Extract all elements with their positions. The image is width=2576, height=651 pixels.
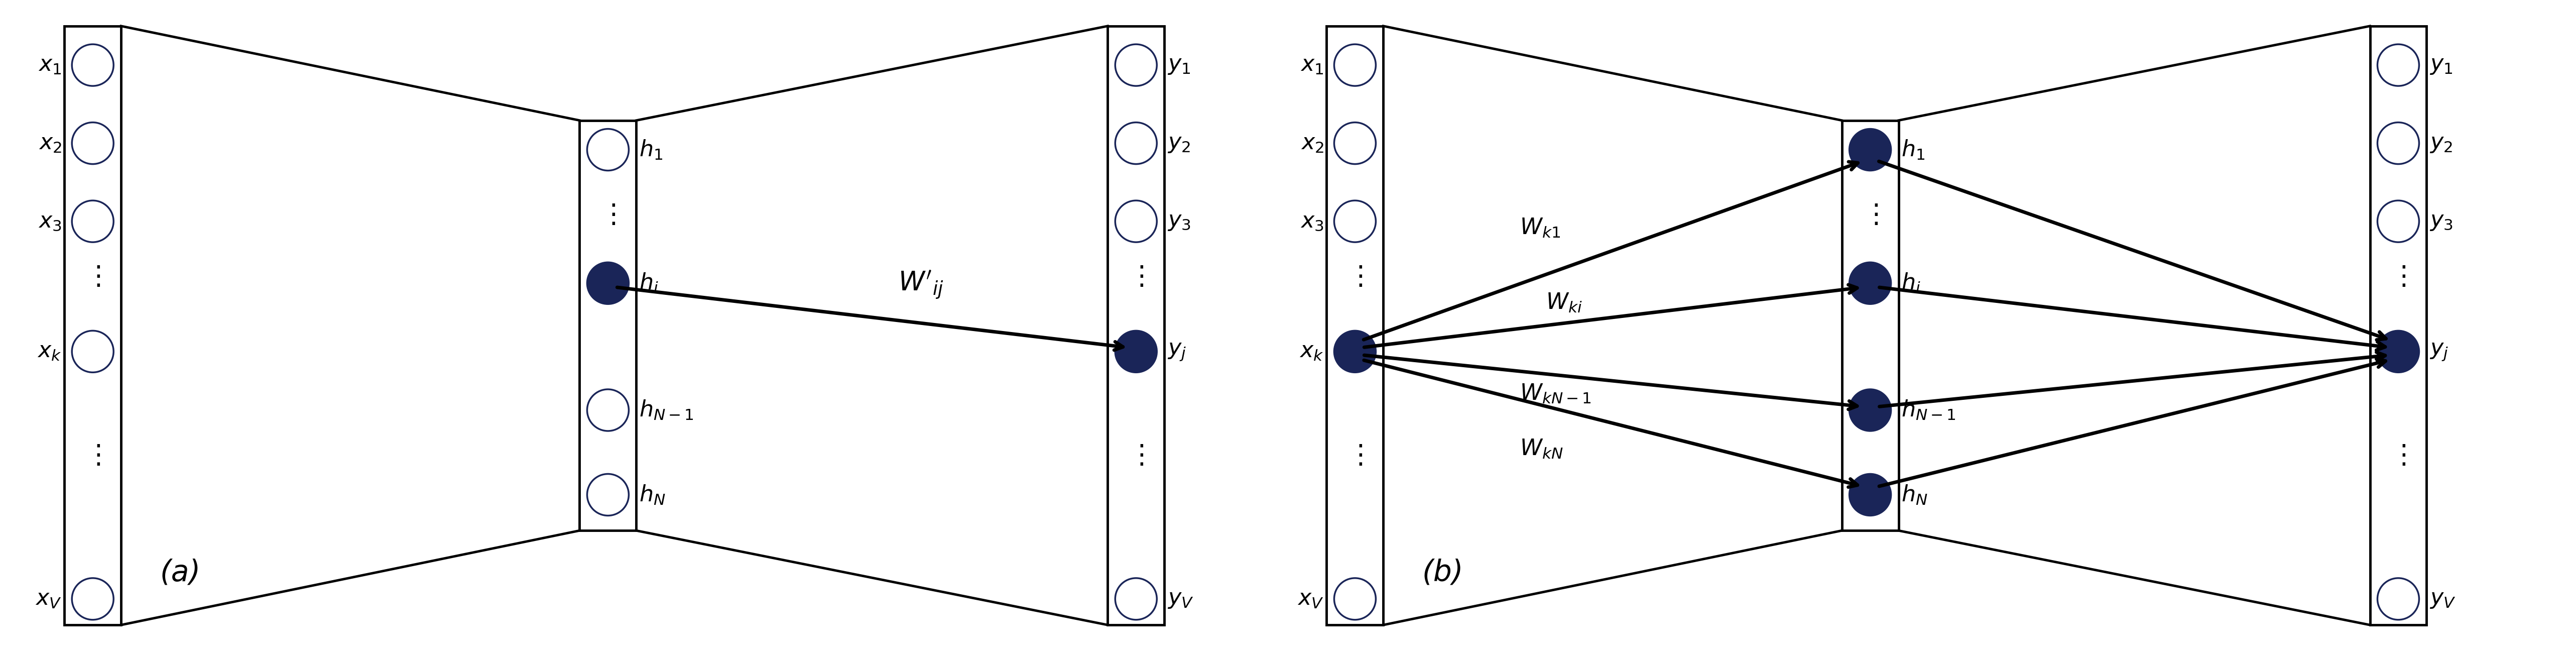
- Ellipse shape: [1115, 201, 1157, 242]
- Ellipse shape: [1850, 474, 1891, 516]
- Text: $\vdots$: $\vdots$: [1347, 443, 1363, 469]
- Text: $\vdots$: $\vdots$: [1128, 264, 1144, 290]
- Text: $\vdots$: $\vdots$: [1347, 264, 1363, 290]
- Text: $y_{2}$: $y_{2}$: [1167, 132, 1190, 154]
- Text: $W_{{k1}}$: $W_{{k1}}$: [1520, 217, 1561, 239]
- Text: (b): (b): [1422, 559, 1463, 587]
- Ellipse shape: [2378, 578, 2419, 620]
- Ellipse shape: [2378, 122, 2419, 164]
- Ellipse shape: [1334, 578, 1376, 620]
- Bar: [1327, 26, 1383, 625]
- Ellipse shape: [1115, 578, 1157, 620]
- Text: $\vdots$: $\vdots$: [600, 202, 616, 228]
- Ellipse shape: [2378, 201, 2419, 242]
- Text: $y_{j}$: $y_{j}$: [2429, 340, 2450, 363]
- Ellipse shape: [1115, 44, 1157, 86]
- Text: $W'_{{ij}}$: $W'_{{ij}}$: [899, 270, 943, 301]
- Ellipse shape: [1334, 331, 1376, 372]
- Text: $y_{1}$: $y_{1}$: [1167, 54, 1190, 76]
- Ellipse shape: [72, 122, 113, 164]
- Text: $x_{2}$: $x_{2}$: [39, 132, 62, 154]
- Text: $h_{{N-1}}$: $h_{{N-1}}$: [639, 399, 693, 421]
- Ellipse shape: [1850, 262, 1891, 304]
- Text: $x_{1}$: $x_{1}$: [1301, 54, 1324, 76]
- Ellipse shape: [1334, 122, 1376, 164]
- Text: $h_{N}$: $h_{N}$: [1901, 484, 1927, 506]
- Text: $y_{V}$: $y_{V}$: [1167, 588, 1193, 610]
- Text: $x_{3}$: $x_{3}$: [1301, 210, 1324, 232]
- Ellipse shape: [2378, 44, 2419, 86]
- Text: $y_{3}$: $y_{3}$: [1167, 210, 1190, 232]
- Text: $\vdots$: $\vdots$: [85, 264, 100, 290]
- Text: $h_{N}$: $h_{N}$: [639, 484, 665, 506]
- Text: $W_{{kN}}$: $W_{{kN}}$: [1520, 438, 1564, 460]
- Text: (a): (a): [160, 559, 201, 587]
- Text: $\vdots$: $\vdots$: [85, 443, 100, 469]
- Bar: [1108, 26, 1164, 625]
- Ellipse shape: [2378, 331, 2419, 372]
- Text: $\vdots$: $\vdots$: [1862, 202, 1878, 228]
- Ellipse shape: [587, 389, 629, 431]
- Text: $y_{3}$: $y_{3}$: [2429, 210, 2452, 232]
- Ellipse shape: [587, 474, 629, 516]
- Text: $W_{{ki}}$: $W_{{ki}}$: [1546, 292, 1582, 314]
- Text: $h_{i}$: $h_{i}$: [639, 272, 659, 294]
- Text: $x_{1}$: $x_{1}$: [39, 54, 62, 76]
- Bar: [1842, 120, 1899, 531]
- Text: $x_{3}$: $x_{3}$: [39, 210, 62, 232]
- Ellipse shape: [587, 129, 629, 171]
- Text: $\vdots$: $\vdots$: [2391, 443, 2406, 469]
- Ellipse shape: [72, 201, 113, 242]
- Ellipse shape: [587, 262, 629, 304]
- Ellipse shape: [1334, 201, 1376, 242]
- Text: $y_{1}$: $y_{1}$: [2429, 54, 2452, 76]
- Text: $x_{2}$: $x_{2}$: [1301, 132, 1324, 154]
- Text: $x_{k}$: $x_{k}$: [36, 340, 62, 363]
- Text: $y_{j}$: $y_{j}$: [1167, 340, 1188, 363]
- Text: $x_{V}$: $x_{V}$: [36, 588, 62, 610]
- Bar: [2370, 26, 2427, 625]
- Bar: [580, 120, 636, 531]
- Text: $\vdots$: $\vdots$: [1128, 443, 1144, 469]
- Ellipse shape: [72, 44, 113, 86]
- Ellipse shape: [72, 578, 113, 620]
- Text: $h_{i}$: $h_{i}$: [1901, 272, 1922, 294]
- Text: $x_{k}$: $x_{k}$: [1298, 340, 1324, 363]
- Bar: [64, 26, 121, 625]
- Ellipse shape: [1334, 44, 1376, 86]
- Text: $h_{1}$: $h_{1}$: [639, 139, 662, 161]
- Text: $y_{V}$: $y_{V}$: [2429, 588, 2455, 610]
- Text: $h_{{N-1}}$: $h_{{N-1}}$: [1901, 399, 1955, 421]
- Text: $x_{V}$: $x_{V}$: [1298, 588, 1324, 610]
- Text: $W_{{kN-1}}$: $W_{{kN-1}}$: [1520, 383, 1592, 405]
- Ellipse shape: [1850, 129, 1891, 171]
- Text: $\vdots$: $\vdots$: [2391, 264, 2406, 290]
- Ellipse shape: [1115, 331, 1157, 372]
- Text: $y_{2}$: $y_{2}$: [2429, 132, 2452, 154]
- Ellipse shape: [1115, 122, 1157, 164]
- Text: $h_{1}$: $h_{1}$: [1901, 139, 1924, 161]
- Ellipse shape: [1850, 389, 1891, 431]
- Ellipse shape: [72, 331, 113, 372]
